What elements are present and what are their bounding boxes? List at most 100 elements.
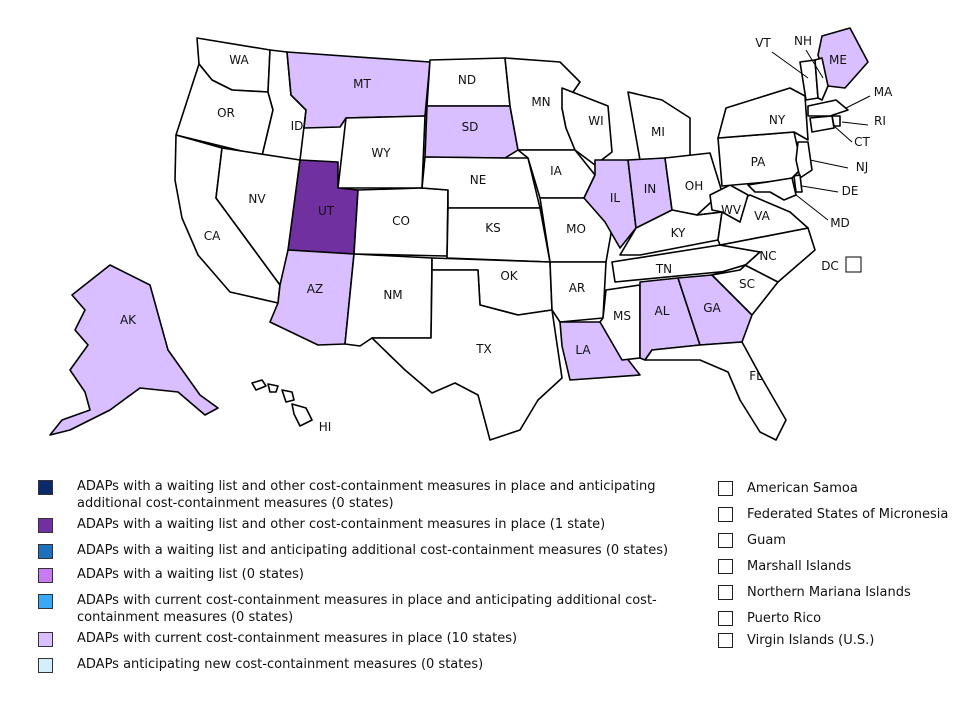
legend-swatch [38,544,53,559]
territory-swatch [718,633,733,648]
legend-label: ADAPs with current cost-containment meas… [77,593,657,625]
state-label-wa: WA [229,53,249,67]
state-label-wv: WV [721,203,742,217]
state-label-de: DE [842,184,859,198]
territory-swatch [718,559,733,574]
state-hi [251,379,313,427]
state-label-oh: OH [685,179,703,193]
state-nj [795,141,813,179]
state-label-mo: MO [566,222,586,236]
legend-label: ADAPs with a waiting list and other cost… [77,517,606,532]
state-label-ms: MS [613,309,631,323]
territory-label: Guam [747,533,786,548]
territory-label: Virgin Islands (U.S.) [747,633,875,648]
state-label-ky: KY [671,226,686,240]
legend-item: ADAPs with a waiting list and other cost… [38,478,655,512]
state-label-ks: KS [485,221,501,235]
state-oh [664,152,723,216]
state-md [747,177,797,201]
state-label-vt: VT [755,36,771,50]
legend-item: ADAPs with a waiting list (0 states) [38,566,304,583]
leader-line-ct [833,125,853,143]
territory-item: Northern Mariana Islands [718,585,911,600]
state-wi [561,87,613,166]
state-label-sc: SC [739,277,755,291]
state-nh [814,57,829,101]
state-label-pa: PA [751,155,766,169]
legend-item: ADAPs with current cost-containment meas… [38,592,657,626]
legend-swatch [38,658,53,673]
state-ga [677,274,753,346]
state-label-ut: UT [318,204,335,218]
state-label-ar: AR [569,281,586,295]
state-label-nc: NC [759,249,776,263]
state-label-ok: OK [500,269,518,283]
state-label-wi: WI [588,114,603,128]
territory-item: Virgin Islands (U.S.) [718,633,874,648]
territory-label: Puerto Rico [747,611,822,626]
state-label-ca: CA [204,229,221,243]
territory-item: Guam [718,533,786,548]
state-ny [717,87,809,141]
territory-item: Puerto Rico [718,611,821,626]
legend-item: ADAPs with a waiting list and anticipati… [38,542,668,559]
state-label-or: OR [217,106,235,120]
territory-label: Federated States of Micronesia [747,507,949,522]
territory-swatch [718,507,733,522]
state-label-me: ME [829,53,847,67]
state-nc [711,227,816,283]
state-sd [424,105,519,159]
state-label-co: CO [392,214,410,228]
dc-box [845,256,862,273]
state-label-ct: CT [854,135,870,149]
state-tx [371,269,563,441]
legend-label: ADAPs with current cost-containment meas… [77,631,518,646]
legend-swatch [38,568,53,583]
state-label-va: VA [754,209,770,223]
state-label-ny: NY [769,113,786,127]
state-me [817,27,869,89]
state-de [793,174,803,193]
state-ct [809,115,835,133]
legend-label: ADAPs with a waiting list and anticipati… [77,543,669,558]
state-label-az: AZ [307,282,323,296]
territory-item: Federated States of Micronesia [718,507,948,522]
legend-swatch [38,518,53,533]
state-label-in: IN [644,182,657,196]
state-label-md: MD [830,216,850,230]
state-label-la: LA [575,343,591,357]
territory-label: Marshall Islands [747,559,852,574]
legend-item: ADAPs with current cost-containment meas… [38,630,517,647]
legend-swatch [38,594,53,609]
state-label-tn: TN [655,262,672,276]
state-fl [644,341,787,441]
state-label-nd: ND [458,73,476,87]
state-label-ne: NE [470,173,487,187]
state-label-hi: HI [319,420,332,434]
state-label-ma: MA [874,85,893,99]
state-label-ia: IA [550,164,563,178]
territory-item: American Samoa [718,481,858,496]
state-label-mt: MT [353,77,371,91]
state-ak [49,264,219,436]
territory-swatch [718,533,733,548]
state-label-ri: RI [874,114,886,128]
legend-item: ADAPs with a waiting list and other cost… [38,516,605,533]
legend-label: ADAPs with a waiting list (0 states) [77,567,304,582]
territory-item: Marshall Islands [718,559,851,574]
state-label-mi: MI [651,125,665,139]
state-label-nh: NH [794,34,812,48]
us-states-map: WA OR CA ID NV MT WY UT AZ CO NM ND SD NE KS OK TX MN IA MO… [49,27,893,441]
state-label-wy: WY [371,146,391,160]
leader-line-vt [771,51,809,79]
territory-swatch [718,585,733,600]
territory-swatch [718,481,733,496]
state-label-mn: MN [531,95,550,109]
state-label-sd: SD [462,120,479,134]
state-label-il: IL [610,191,621,205]
state-label-ak: AK [120,313,137,327]
legend-label: ADAPs anticipating new cost-containment … [77,657,484,672]
state-ma [807,99,849,117]
state-label-nv: NV [248,192,266,206]
legend-item: ADAPs anticipating new cost-containment … [38,656,483,673]
